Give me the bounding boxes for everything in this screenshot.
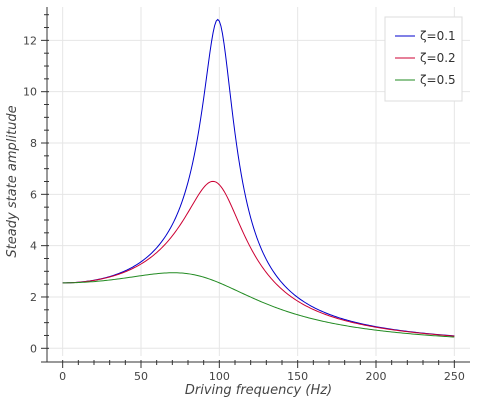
y-tick-label: 2 [30,291,37,304]
series-layer [62,18,455,338]
legend-box [384,16,463,102]
legend-label: ζ=0.2 [420,51,456,65]
y-tick-label: 12 [23,34,37,47]
ticks: 0 50 100 150 200 250 0 2 4 6 8 10 12 [23,14,465,383]
x-tick-label: 200 [366,370,387,383]
y-tick-label: 10 [23,86,37,99]
legend: ζ=0.1 ζ=0.2 ζ=0.5 [384,16,463,102]
series-line-3 [62,272,455,338]
x-axis-label: Driving frequency (Hz) [185,383,332,398]
series-line-2 [62,180,455,337]
x-tick-label: 250 [444,370,465,383]
y-tick-label: 6 [30,188,37,201]
y-tick-label: 4 [30,240,37,253]
legend-label: ζ=0.1 [420,29,456,43]
legend-label: ζ=0.5 [420,73,456,87]
x-tick-label: 0 [59,370,66,383]
y-tick-label: 0 [30,342,37,355]
x-tick-label: 100 [209,370,230,383]
x-tick-label: 50 [134,370,148,383]
y-axis-label: Steady state amplitude [5,105,20,257]
y-tick-label: 8 [30,137,37,150]
x-tick-label: 150 [287,370,308,383]
